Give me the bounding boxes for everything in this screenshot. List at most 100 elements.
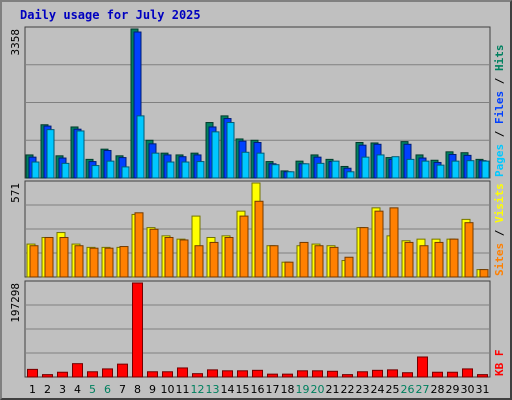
bar-kb-f-day-10	[162, 371, 173, 378]
bar-kb-f-day-4	[72, 363, 83, 378]
bar-pages-day-14	[226, 122, 235, 179]
bar-sites-day-11	[179, 239, 189, 278]
bar-pages-day-16	[256, 152, 265, 179]
bar-sites-day-7	[119, 246, 129, 278]
bar-kb-f-day-9	[147, 371, 158, 378]
x-tick-label-3: 3	[59, 383, 66, 396]
bar-pages-day-10	[166, 161, 175, 179]
bar-sites-day-26	[404, 241, 414, 278]
legend-text: Pages / Files / Hits	[493, 45, 506, 178]
bar-kb-f-day-24	[372, 369, 383, 378]
x-tick-label-30: 30	[461, 383, 475, 396]
legend-hits: Hits	[493, 45, 506, 72]
bar-kb-f-day-6	[102, 368, 113, 378]
bar-sites-day-15	[239, 215, 249, 278]
x-tick-label-8: 8	[134, 383, 141, 396]
bar-kb-f-day-11	[177, 367, 188, 378]
bar-sites-day-17	[269, 245, 279, 278]
x-tick-label-16: 16	[251, 383, 265, 396]
bar-sites-day-21	[329, 246, 339, 278]
bar-sites-day-9	[149, 228, 159, 278]
x-tick-label-15: 15	[236, 383, 250, 396]
bar-sites-day-20	[314, 245, 324, 278]
bar-pages-day-13	[211, 131, 220, 179]
bar-pages-day-2	[46, 129, 55, 179]
bar-kb-f-day-29	[447, 371, 458, 378]
bar-kb-f-day-16	[252, 369, 263, 378]
bar-sites-day-1	[29, 245, 39, 278]
bar-pages-day-17	[271, 164, 280, 179]
bar-kb-f-day-2	[42, 374, 53, 378]
bar-kb-f-day-18	[282, 373, 293, 378]
x-tick-label-7: 7	[119, 383, 126, 396]
bar-kb-f-day-22	[342, 374, 353, 378]
x-tick-label-23: 23	[356, 383, 370, 396]
bar-sites-day-18	[284, 261, 294, 278]
x-tick-label-5: 5	[89, 383, 96, 396]
x-tick-label-9: 9	[149, 383, 156, 396]
bar-pages-day-27	[421, 160, 430, 179]
x-tick-label-19: 19	[296, 383, 310, 396]
legend-text: KB F	[493, 350, 506, 377]
bar-kb-f-day-1	[27, 368, 38, 378]
legend-/: /	[493, 223, 506, 243]
bar-pages-day-1	[31, 161, 40, 179]
x-tick-label-14: 14	[221, 383, 235, 396]
x-tick-label-22: 22	[341, 383, 355, 396]
bar-sites-day-27	[419, 245, 429, 278]
bar-pages-day-25	[391, 156, 400, 179]
bar-pages-day-4	[76, 130, 85, 179]
bar-sites-day-5	[89, 247, 99, 278]
bar-pages-day-5	[91, 165, 100, 179]
panel-kbytes: 197298 KB F	[9, 280, 506, 378]
bar-pages-day-24	[376, 154, 385, 179]
bar-kb-f-day-8	[132, 282, 143, 378]
bar-kb-f-day-3	[57, 371, 68, 378]
bar-kb-f-day-13	[207, 369, 218, 378]
y-max-label: 197298	[9, 283, 22, 323]
bar-sites-day-30	[464, 222, 474, 278]
bar-pages-day-22	[346, 171, 355, 179]
legend-visits: Visits	[493, 183, 506, 223]
bar-kb-f-day-28	[432, 371, 443, 378]
panel-hits-files-pages: 3358 Pages / Files / Hits	[9, 26, 506, 179]
chart-title: Daily usage for July 2025	[20, 8, 201, 22]
x-tick-label-24: 24	[371, 383, 385, 396]
bar-kb-f-day-17	[267, 373, 278, 378]
bar-kb-f-day-21	[327, 370, 338, 378]
x-tick-label-1: 1	[29, 383, 36, 396]
legend-text: Sites / Visits	[493, 183, 506, 276]
bar-pages-day-6	[106, 160, 115, 179]
bar-kb-f-day-25	[387, 369, 398, 378]
x-tick-label-13: 13	[206, 383, 220, 396]
x-tick-label-31: 31	[476, 383, 490, 396]
y-max-label: 571	[9, 183, 22, 203]
bar-pages-day-9	[151, 152, 160, 179]
bar-pages-day-26	[406, 158, 415, 179]
bar-sites-day-13	[209, 241, 219, 278]
legend-/: /	[493, 124, 506, 144]
legend-files: Files	[493, 91, 506, 124]
bar-sites-day-23	[359, 227, 369, 278]
bar-pages-day-21	[331, 160, 340, 179]
bar-sites-day-16	[254, 200, 264, 278]
bar-pages-day-19	[301, 163, 310, 179]
x-tick-label-11: 11	[176, 383, 190, 396]
bar-sites-day-4	[74, 245, 84, 278]
x-tick-label-27: 27	[416, 383, 430, 396]
bar-pages-day-31	[481, 160, 490, 179]
bar-pages-day-8	[136, 115, 145, 179]
bar-sites-day-6	[104, 247, 114, 278]
bar-sites-day-28	[434, 241, 444, 278]
legend-kb-f: KB F	[493, 350, 506, 377]
bar-kb-f-day-31	[477, 374, 488, 378]
bar-sites-day-19	[299, 241, 309, 278]
bar-kb-f-day-19	[297, 370, 308, 378]
bar-pages-day-29	[451, 160, 460, 179]
bar-pages-day-30	[466, 160, 475, 179]
bar-pages-day-23	[361, 156, 370, 179]
bar-sites-day-10	[164, 236, 174, 278]
x-tick-label-25: 25	[386, 383, 400, 396]
bar-kb-f-day-23	[357, 371, 368, 378]
